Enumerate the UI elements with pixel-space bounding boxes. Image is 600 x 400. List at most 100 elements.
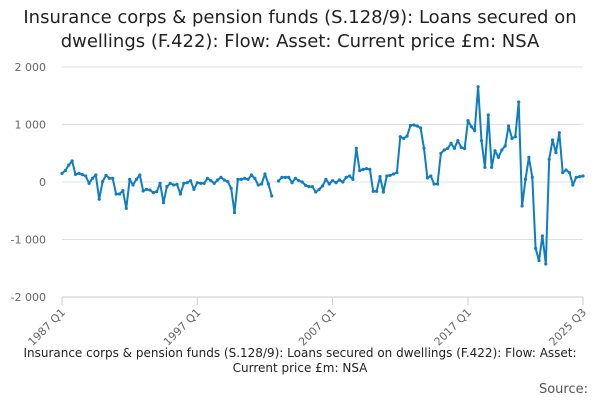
data-point (155, 190, 159, 194)
data-point (567, 171, 572, 175)
data-point (473, 129, 477, 133)
data-point (537, 259, 541, 263)
data-point (523, 177, 528, 181)
data-point (347, 174, 352, 178)
data-point (395, 171, 399, 175)
data-point (483, 165, 487, 169)
data-point (513, 135, 517, 139)
data-point (493, 149, 497, 153)
x-tick-label: 2007 Q1 (296, 306, 339, 349)
data-point (158, 181, 162, 185)
data-point (117, 192, 122, 196)
data-point (364, 167, 369, 171)
data-point (243, 176, 247, 180)
data-point (97, 197, 101, 201)
data-point (452, 146, 457, 150)
data-point (270, 194, 274, 198)
data-point (80, 173, 84, 177)
y-tick-label: 0 (39, 176, 46, 189)
chart-title: Insurance corps & pension funds (S.128/9… (23, 7, 577, 52)
data-point (239, 177, 243, 181)
data-point (165, 185, 169, 189)
data-point (73, 172, 78, 176)
x-axis-label: Insurance corps & pension funds (S.128/9… (23, 346, 577, 375)
data-point (506, 124, 511, 128)
data-point (253, 176, 257, 180)
data-point (84, 174, 88, 178)
data-point (337, 178, 342, 182)
data-point (534, 246, 538, 250)
data-point (550, 138, 555, 142)
data-point (476, 85, 480, 89)
data-point (293, 176, 298, 180)
data-point (100, 180, 105, 184)
data-point (557, 131, 561, 135)
data-point (266, 182, 270, 186)
data-point (456, 139, 460, 143)
data-point (212, 181, 216, 185)
data-point (303, 183, 308, 187)
data-point (415, 124, 419, 128)
data-point (202, 181, 206, 185)
data-point (188, 179, 193, 183)
data-point (182, 181, 186, 185)
data-point (229, 186, 233, 190)
data-point (334, 181, 338, 185)
data-point (405, 134, 409, 138)
data-point (151, 191, 155, 195)
data-point (486, 113, 490, 117)
data-point (222, 178, 226, 182)
data-point (361, 167, 365, 171)
data-point (385, 174, 389, 178)
data-point (178, 192, 183, 196)
data-point (185, 181, 189, 185)
data-point (124, 206, 128, 210)
data-point (422, 146, 426, 150)
data-point (500, 148, 504, 152)
data-point (412, 123, 416, 127)
data-point (297, 179, 301, 183)
data-point (578, 175, 582, 179)
data-point (94, 173, 98, 177)
data-point (442, 148, 446, 152)
source-label: Source: (538, 382, 588, 397)
data-point (307, 185, 311, 189)
data-point (358, 169, 362, 173)
data-point (246, 177, 250, 181)
data-point (216, 178, 220, 182)
data-point (134, 177, 139, 181)
data-point (459, 145, 463, 149)
data-point (121, 189, 125, 193)
data-point (388, 173, 392, 177)
data-point (144, 187, 149, 191)
data-point (378, 175, 382, 179)
data-point (226, 180, 230, 184)
data-point (544, 262, 548, 266)
data-point (462, 147, 467, 151)
x-tick-label: 1997 Q1 (161, 306, 204, 349)
data-point (310, 185, 314, 189)
data-point (398, 135, 402, 139)
data-point (87, 181, 91, 185)
data-point (479, 139, 484, 143)
data-point (232, 211, 237, 215)
data-point (327, 182, 331, 186)
data-point (141, 189, 145, 193)
data-point (510, 136, 514, 140)
x-tick-label: 2025 Q3 (547, 306, 590, 349)
data-point (449, 141, 453, 145)
data-point (503, 144, 507, 148)
data-point (287, 175, 291, 179)
data-point (571, 183, 575, 187)
data-point (205, 176, 210, 180)
data-point (402, 136, 406, 140)
data-point (236, 177, 240, 181)
data-point (429, 174, 433, 178)
data-point (283, 175, 287, 179)
data-point (520, 204, 524, 208)
data-point (148, 188, 152, 192)
data-point (432, 182, 436, 186)
data-point (219, 175, 223, 179)
data-point (300, 180, 304, 184)
data-point (331, 179, 335, 183)
